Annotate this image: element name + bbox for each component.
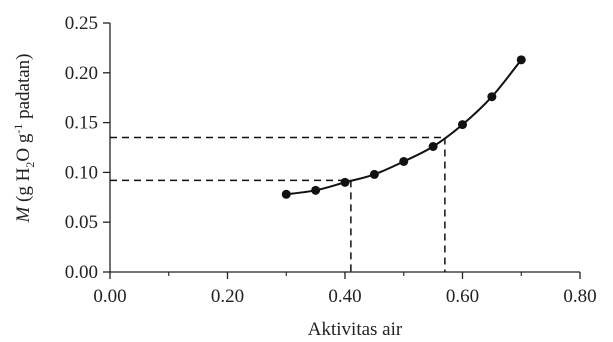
tick-labels: 0.00 0.05 0.10 0.15 0.20 0.25 0.00 0.20 0.40 0.60… — [65, 13, 597, 307]
y-axis-title-part2: O g — [13, 133, 34, 161]
data-point — [399, 156, 409, 166]
x-tick-label: 0.80 — [563, 286, 596, 307]
data-point — [369, 169, 379, 179]
y-axis-title-sup: -1 — [11, 124, 25, 134]
y-axis-title-var: M — [13, 206, 34, 224]
series-group — [281, 55, 526, 199]
data-point — [340, 177, 350, 187]
data-point — [458, 120, 467, 130]
y-tick-label: 0.05 — [65, 212, 98, 233]
x-axis-title: Aktivitas air — [308, 319, 403, 340]
y-axis-title: M (g H2O g-1 padatan) — [11, 53, 37, 223]
data-point — [281, 189, 291, 199]
data-point — [516, 55, 526, 65]
y-tick-label: 0.25 — [65, 13, 98, 34]
data-point — [428, 142, 438, 152]
y-tick-label: 0.15 — [65, 113, 98, 134]
data-point — [311, 185, 321, 195]
y-tick-label: 0.20 — [65, 63, 98, 84]
data-point — [487, 92, 497, 102]
x-tick-label: 0.40 — [328, 286, 361, 307]
y-tick-label: 0.00 — [65, 262, 98, 283]
axes — [103, 22, 581, 279]
x-tick-label: 0.60 — [446, 286, 479, 307]
y-axis-title-part1: (g H — [13, 167, 34, 206]
series-line — [286, 59, 523, 196]
x-tick-label: 0.00 — [93, 286, 126, 307]
x-tick-label: 0.20 — [211, 286, 244, 307]
y-tick-label: 0.10 — [65, 162, 98, 183]
reference-lines — [110, 136, 446, 272]
y-axis-title-sub: 2 — [23, 162, 37, 168]
y-axis-title-part3: padatan) — [13, 53, 34, 123]
